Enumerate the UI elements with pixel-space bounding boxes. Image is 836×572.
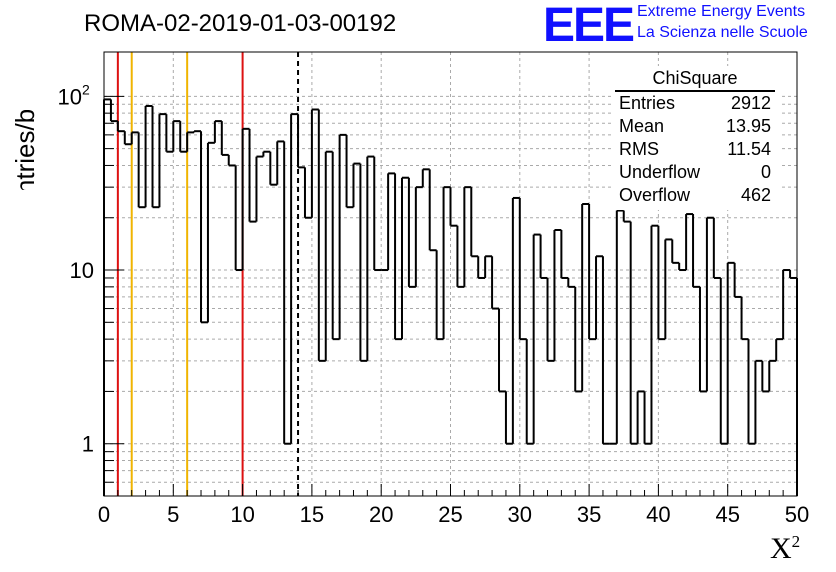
stats-key: Overflow [619, 185, 691, 205]
y-tick-label: 1 [82, 432, 94, 457]
x-tick-label: 25 [438, 502, 462, 527]
stats-row-entries: Entries 2912 [619, 93, 771, 115]
stats-key: Mean [619, 116, 665, 136]
stats-title: ChiSquare [652, 68, 738, 88]
stats-row-rms: RMS 11.54 [619, 139, 771, 161]
stats-key: Underflow [619, 162, 701, 182]
x-tick-label: 5 [167, 502, 179, 527]
x-tick-label: 40 [646, 502, 670, 527]
x-axis-label-main: X [770, 532, 792, 565]
stats-key: Entries [619, 93, 676, 113]
y-tick-exponent: 2 [82, 81, 90, 97]
x-axis-label-sup: 2 [791, 532, 801, 551]
stats-value: 11.54 [727, 139, 771, 159]
stats-value: 0 [760, 162, 771, 182]
run-title: ROMA-02-2019-01-03-00192 [84, 10, 397, 37]
stats-row-underflow: Underflow 0 [619, 162, 771, 184]
y-tick-label: 10 [70, 258, 94, 283]
x-tick-label: 50 [785, 502, 809, 527]
x-tick-label: 0 [98, 502, 110, 527]
stats-row-mean: Mean 13.95 [619, 116, 771, 138]
y-axis-label-text: Entries/bin [10, 110, 40, 190]
x-tick-label: 30 [508, 502, 532, 527]
eee-logo: EEE [543, 0, 635, 52]
stats-row-overflow: Overflow 462 [619, 185, 771, 207]
x-tick-label: 35 [577, 502, 601, 527]
stats-divider [615, 90, 775, 92]
x-tick-label: 10 [230, 502, 254, 527]
stats-box: ChiSquare Entries 2912 Mean 13.95 RMS 11… [611, 66, 779, 210]
y-tick-label: 10 [58, 84, 82, 109]
x-tick-label: 15 [300, 502, 324, 527]
x-axis-label: X2 [770, 532, 800, 566]
stats-value: 2912 [730, 93, 771, 113]
logo-line-2: La Scienza nelle Scuole [637, 24, 808, 41]
y-axis-label: Entries/bin [10, 110, 40, 190]
logo-line-1: Extreme Energy Events [637, 3, 806, 20]
stats-value: 13.95 [725, 116, 771, 136]
stats-value: 462 [740, 185, 771, 205]
x-tick-label: 45 [715, 502, 739, 527]
stats-key: RMS [619, 139, 659, 159]
x-tick-label: 20 [369, 502, 393, 527]
